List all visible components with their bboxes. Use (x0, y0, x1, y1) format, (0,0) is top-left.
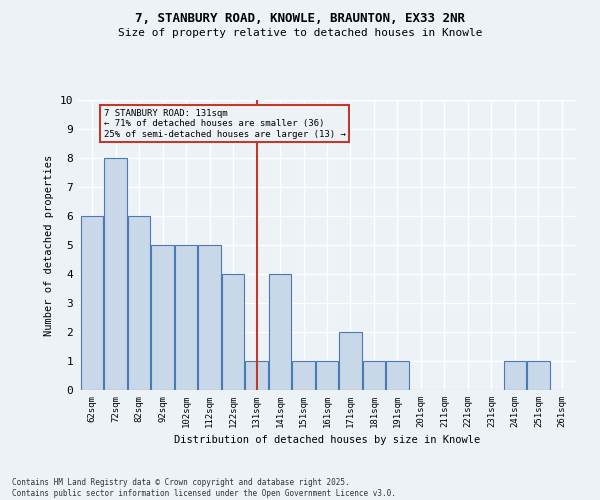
Bar (527, 361, 550, 390)
Bar (81, 216, 103, 390)
Text: 7 STANBURY ROAD: 131sqm
← 71% of detached houses are smaller (36)
25% of semi-de: 7 STANBURY ROAD: 131sqm ← 71% of detache… (104, 108, 346, 138)
Bar (199, 245, 221, 390)
Bar (363, 361, 385, 390)
Bar (128, 216, 150, 390)
Y-axis label: Number of detached properties: Number of detached properties (44, 154, 54, 336)
Text: 7, STANBURY ROAD, KNOWLE, BRAUNTON, EX33 2NR: 7, STANBURY ROAD, KNOWLE, BRAUNTON, EX33… (135, 12, 465, 26)
Bar (222, 274, 244, 390)
Bar (104, 158, 127, 390)
Text: Contains HM Land Registry data © Crown copyright and database right 2025.
Contai: Contains HM Land Registry data © Crown c… (12, 478, 396, 498)
Bar (316, 361, 338, 390)
Bar (245, 361, 268, 390)
Bar (175, 245, 197, 390)
Bar (386, 361, 409, 390)
Bar (151, 245, 174, 390)
Bar (292, 361, 314, 390)
Text: Size of property relative to detached houses in Knowle: Size of property relative to detached ho… (118, 28, 482, 38)
Bar (340, 332, 362, 390)
X-axis label: Distribution of detached houses by size in Knowle: Distribution of detached houses by size … (174, 436, 480, 446)
Bar (504, 361, 526, 390)
Bar (269, 274, 291, 390)
